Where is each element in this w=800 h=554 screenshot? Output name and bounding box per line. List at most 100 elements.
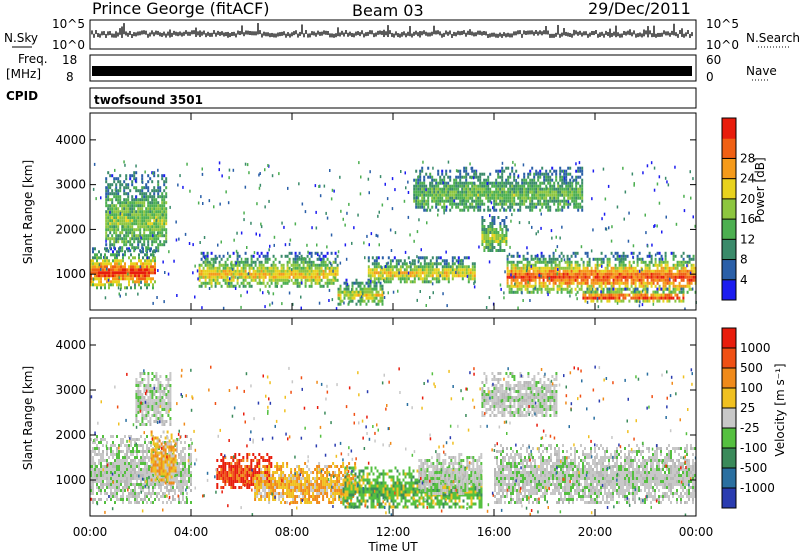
data-cell [477,184,480,188]
data-cell [600,293,603,297]
data-cell [544,263,547,267]
data-cell [650,272,653,276]
data-cell [549,184,552,188]
data-cell [214,260,217,264]
data-cell [308,263,311,267]
data-cell [539,208,542,212]
data-cell [292,263,295,267]
data-cell [501,181,504,185]
data-cell [208,263,211,267]
data-cell [477,205,480,209]
data-cell [131,231,134,235]
data-cell [506,254,509,258]
data-cell [141,243,144,247]
data-cell [98,480,100,483]
data-cell [561,175,564,179]
data-cell [95,197,97,201]
data-cell [477,208,480,212]
data-cell [528,290,531,294]
data-cell [481,193,484,197]
data-cell [544,266,547,270]
data-cell [143,186,146,190]
data-cell [433,193,436,197]
data-cell [449,190,452,194]
data-cell [624,284,627,288]
data-cell [549,196,552,200]
data-cell [111,237,114,241]
data-cell [642,275,645,279]
data-cell [184,232,187,236]
data-cell [135,234,138,238]
data-cell [493,190,496,194]
data-cell [256,266,259,270]
data-cell [536,290,539,294]
data-cell [658,296,661,300]
data-cell [497,237,500,240]
data-cell [304,281,307,285]
data-cell [373,280,376,284]
data-cell [501,172,504,176]
data-cell [628,272,631,276]
data-cell [433,199,436,203]
data-cell [616,257,619,261]
data-cell [571,181,574,185]
data-cell [92,450,94,453]
data-cell [487,246,490,249]
data-cell [109,204,112,208]
data-cell [654,272,657,276]
data-cell [644,290,647,294]
data-cell [465,196,468,200]
data-cell [577,190,580,194]
data-cell [204,254,207,258]
data-cell [557,190,560,194]
data-cell [566,278,569,282]
data-cell [461,265,464,269]
data-cell [123,216,126,220]
data-cell [530,264,532,268]
data-cell [539,196,542,200]
data-cell [90,283,92,287]
data-cell [543,196,546,200]
data-cell [419,290,421,293]
data-cell [202,254,205,258]
data-cell [90,459,92,462]
data-cell [393,265,396,269]
data-cell [556,278,559,282]
data-cell [483,187,486,191]
data-cell [548,269,551,273]
data-cell [461,190,464,194]
data-cell [228,266,231,270]
data-cell [656,299,659,303]
data-cell [533,187,536,191]
data-cell [102,453,104,456]
data-cell [641,289,644,293]
data-cell [505,231,508,234]
data-cell [210,272,213,276]
data-cell [368,191,370,195]
data-cell [246,290,248,294]
data-cell [594,263,597,267]
data-cell [457,181,460,185]
data-cell [652,293,655,297]
data-cell [495,208,498,212]
data-cell [501,175,504,179]
data-cell [102,283,104,287]
data-cell [226,257,229,261]
data-cell [644,213,646,217]
data-cell [510,273,512,277]
data-cell [131,216,134,220]
data-cell [487,178,490,182]
data-cell [125,177,128,181]
data-cell [630,290,633,294]
data-cell [339,290,342,294]
data-cell [135,198,138,202]
data-cell [531,193,534,197]
data-cell [94,274,96,278]
data-cell [644,284,647,288]
data-cell [532,257,535,261]
data-cell [575,162,577,166]
data-cell [232,272,235,276]
colorbar-tick-label: 20 [740,192,755,206]
data-cell [371,290,374,294]
data-cell [210,251,213,255]
